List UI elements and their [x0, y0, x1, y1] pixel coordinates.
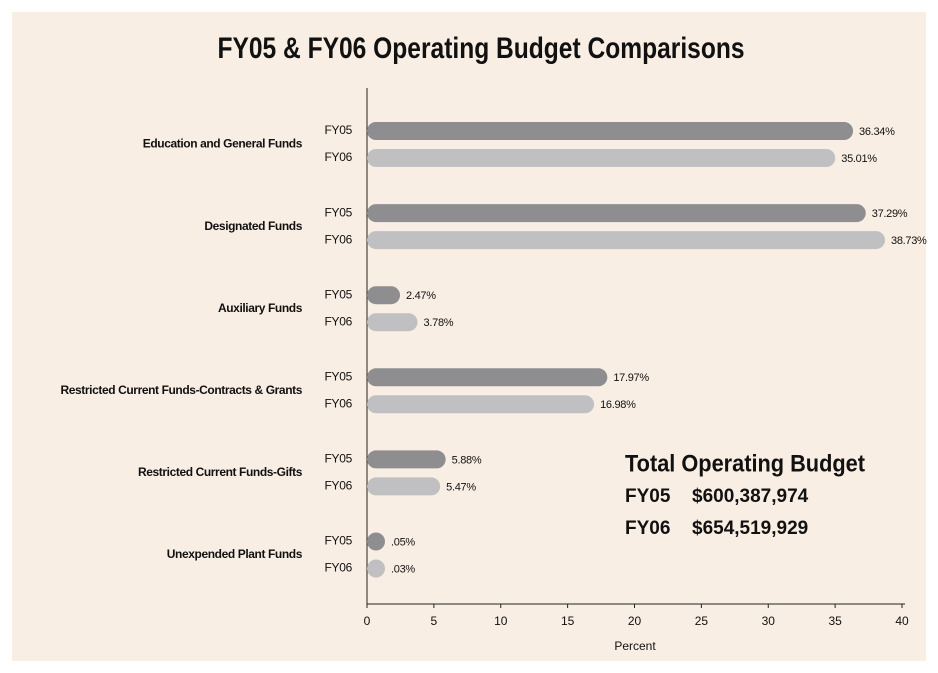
value-label: 35.01% [841, 153, 877, 165]
series-label: FY05 [325, 534, 353, 548]
bar [367, 532, 385, 551]
x-tick-label: 0 [364, 614, 371, 628]
series-label: FY06 [325, 232, 353, 246]
bar [367, 122, 854, 140]
bar [367, 204, 866, 223]
category-label: Designated Funds [204, 219, 302, 233]
series-label: FY06 [325, 561, 353, 575]
annotation-title: Total Operating Budget [625, 450, 865, 477]
series-label: FY06 [325, 150, 353, 164]
series-label: FY05 [325, 205, 353, 219]
value-label: 38.73% [891, 235, 927, 247]
category-label: Education and General Funds [143, 137, 303, 151]
x-tick-label: 15 [561, 614, 575, 628]
series-label: FY05 [325, 369, 353, 383]
x-axis-label: Percent [614, 639, 656, 653]
bar [367, 450, 446, 469]
bar [367, 559, 385, 578]
series-label: FY06 [325, 479, 353, 493]
bar [367, 395, 595, 414]
annotation-amount: $600,387,974 [692, 486, 809, 507]
value-label: 2.47% [406, 290, 436, 302]
category-label: Restricted Current Funds-Gifts [138, 465, 303, 479]
value-label: 5.88% [452, 454, 482, 466]
bar [367, 149, 836, 167]
value-label: .05% [391, 536, 415, 548]
value-label: .03% [391, 563, 415, 575]
annotation-label: FY05 [625, 486, 671, 507]
bar [367, 313, 418, 332]
bar [367, 477, 441, 496]
x-tick-label: 10 [494, 614, 508, 628]
value-label: 16.98% [600, 399, 636, 411]
bar [367, 286, 401, 305]
series-label: FY05 [325, 287, 353, 301]
series-label: FY06 [325, 396, 353, 410]
category-label: Auxiliary Funds [218, 301, 303, 315]
series-label: FY06 [325, 314, 353, 328]
annotation-amount: $654,519,929 [692, 518, 808, 539]
series-label: FY05 [325, 452, 353, 466]
value-label: 37.29% [872, 208, 908, 220]
bar [367, 231, 886, 250]
chart-title: FY05 & FY06 Operating Budget Comparisons [218, 32, 745, 65]
x-tick-label: 20 [628, 614, 642, 628]
category-label: Unexpended Plant Funds [167, 547, 303, 561]
series-label: FY05 [325, 123, 353, 137]
x-tick-label: 25 [695, 614, 709, 628]
bar [367, 368, 608, 387]
value-label: 3.78% [424, 317, 454, 329]
category-label: Restricted Current Funds-Contracts & Gra… [60, 383, 302, 397]
value-label: 36.34% [859, 126, 895, 138]
panel [12, 12, 926, 661]
annotation-label: FY06 [625, 518, 670, 539]
x-tick-label: 40 [895, 614, 909, 628]
x-tick-label: 35 [828, 614, 842, 628]
value-label: 5.47% [446, 481, 476, 493]
x-tick-label: 30 [762, 614, 776, 628]
value-label: 17.97% [613, 372, 649, 384]
x-tick-label: 5 [431, 614, 438, 628]
